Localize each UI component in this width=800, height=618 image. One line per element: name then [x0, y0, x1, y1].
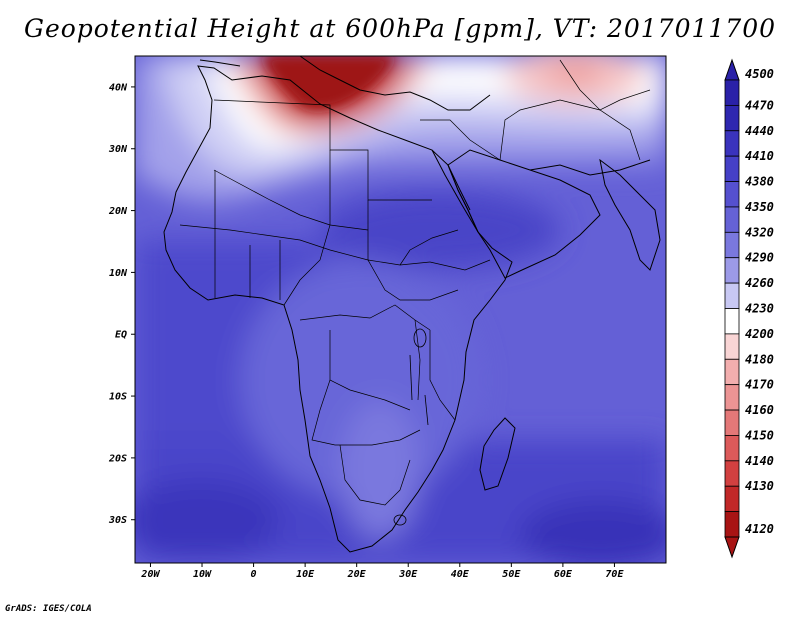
lat-tick-label: 20N	[108, 206, 128, 217]
colorbar-label: 4170	[745, 378, 774, 392]
lat-tick-label: 40N	[109, 82, 128, 93]
lat-tick-label: EQ	[115, 330, 127, 341]
lon-tick-label: 50E	[502, 569, 521, 580]
colorbar-swatch	[724, 282, 740, 309]
colorbar-swatch	[724, 435, 740, 462]
colorbar-swatch	[724, 409, 740, 436]
map-title: Geopotential Height at 600hPa [gpm], VT:…	[23, 14, 777, 43]
colorbar-label: 4160	[745, 403, 774, 417]
lon-tick-label: 20W	[140, 569, 160, 580]
latitude-axis: 40N 30N 20N 10N EQ 10S 20S 30S	[108, 82, 135, 526]
colorbar-label: 4120	[745, 522, 774, 536]
colorbar-swatch	[724, 130, 740, 157]
colorbar-swatch	[724, 104, 740, 132]
plot-frame	[134, 55, 667, 564]
coastlines	[163, 56, 661, 553]
colorbar-swatch	[724, 155, 740, 182]
lat-tick-label: 10N	[109, 268, 128, 279]
colorbar-label: 4130	[745, 479, 774, 493]
lakes	[393, 328, 429, 526]
lat-tick-label: 30N	[108, 144, 128, 155]
colorbar-label: 4380	[745, 175, 774, 189]
colorbar-label: 4180	[745, 352, 774, 366]
lat-tick-label: 20S	[108, 453, 127, 464]
colorbar-swatch	[724, 257, 740, 284]
colorbar-swatch	[724, 231, 740, 259]
colorbar-label: 4350	[745, 200, 774, 214]
colorbar-label: 4440	[745, 124, 774, 138]
lat-tick-label: 10S	[109, 392, 127, 403]
lat-tick-label: 30S	[108, 515, 127, 526]
colorbar-swatch	[724, 485, 740, 513]
lon-tick-label: 0	[251, 569, 257, 580]
lon-tick-label: 40E	[451, 569, 470, 580]
colorbar-swatch	[724, 308, 740, 335]
colorbar-label: 4410	[745, 149, 774, 163]
lon-tick-label: 70E	[605, 569, 624, 580]
colorbar-swatch	[724, 333, 740, 360]
lon-tick-label: 20E	[347, 569, 367, 580]
colorbar-label: 4260	[745, 276, 774, 290]
colorbar-swatch	[724, 358, 740, 386]
colorbar-label: 4290	[745, 251, 774, 265]
lon-tick-label: 10E	[296, 569, 315, 580]
lon-tick-label: 30E	[398, 569, 418, 580]
colorbar-label: 4500	[745, 67, 774, 81]
colorbar-label: 4230	[745, 302, 774, 316]
colorbar-label: 4470	[745, 98, 774, 112]
colorbar-swatch	[724, 384, 740, 411]
country-borders	[179, 59, 651, 506]
height-field	[135, 56, 666, 563]
colorbar-bottom-arrow	[724, 536, 740, 559]
colorbar-swatch	[724, 460, 740, 487]
colorbar-swatch	[724, 181, 740, 208]
lon-tick-label: 60E	[554, 569, 573, 580]
colorbar-label: 4140	[745, 454, 774, 468]
colorbar-swatch	[724, 511, 740, 538]
longitude-axis: 20W 10W 0 10E 20E 30E 40E 50E 60E 70E	[140, 563, 624, 580]
colorbar-label: 4150	[745, 428, 774, 442]
colorbar-label: 4320	[745, 225, 774, 239]
lon-tick-label: 10W	[193, 569, 212, 580]
colorbar-swatch	[724, 206, 740, 233]
colorbar-label: 4200	[745, 327, 774, 341]
colorbar-top-arrow	[724, 58, 740, 81]
colorbar-swatch	[724, 79, 740, 106]
grads-credit: GrADS: IGES/COLA	[5, 604, 92, 614]
colorbar: 4500 4470 4440 4410 4380 4350 4320 4290 4260 4230…	[724, 58, 774, 559]
